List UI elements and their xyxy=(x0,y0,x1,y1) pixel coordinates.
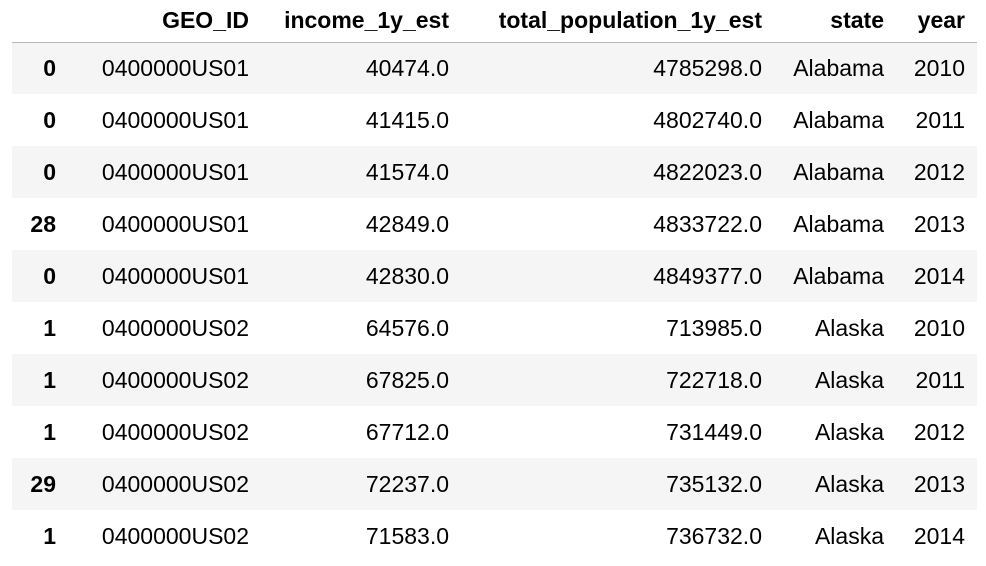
header-income: income_1y_est xyxy=(261,0,461,43)
cell-income: 67712.0 xyxy=(365,418,449,445)
cell-geo-id: 0400000US02 xyxy=(101,418,249,445)
cell-state: Alabama xyxy=(793,158,884,185)
cell-state: Alaska xyxy=(814,314,884,341)
cell-income: 41415.0 xyxy=(365,106,449,133)
cell-state: Alabama xyxy=(793,54,884,81)
row-index: 0 xyxy=(43,106,56,133)
row-index: 1 xyxy=(43,366,56,393)
dataframe-table: GEO_ID income_1y_est total_population_1y… xyxy=(12,0,977,562)
cell-year: 2010 xyxy=(913,54,965,81)
cell-state: Alaska xyxy=(814,418,884,445)
cell-year: 2012 xyxy=(913,158,965,185)
row-index: 0 xyxy=(43,158,56,185)
header-year: year xyxy=(896,0,977,43)
cell-geo-id: 0400000US02 xyxy=(101,522,249,549)
cell-year: 2012 xyxy=(913,418,965,445)
table-header: GEO_ID income_1y_est total_population_1y… xyxy=(12,0,977,43)
cell-income: 71583.0 xyxy=(365,522,449,549)
cell-income: 42849.0 xyxy=(365,210,449,237)
table-row: 28 0400000US01 42849.0 4833722.0 Alabama… xyxy=(12,198,977,250)
cell-year: 2011 xyxy=(915,106,965,133)
cell-population: 713985.0 xyxy=(666,314,762,341)
row-index: 0 xyxy=(43,54,56,81)
table-row: 29 0400000US02 72237.0 735132.0 Alaska 2… xyxy=(12,458,977,510)
row-index: 1 xyxy=(43,522,56,549)
header-population: total_population_1y_est xyxy=(461,0,774,43)
cell-population: 4833722.0 xyxy=(653,210,762,237)
table-row: 1 0400000US02 71583.0 736732.0 Alaska 20… xyxy=(12,510,977,562)
cell-income: 40474.0 xyxy=(365,54,449,81)
cell-income: 67825.0 xyxy=(365,366,449,393)
row-index: 1 xyxy=(43,418,56,445)
cell-income: 42830.0 xyxy=(365,262,449,289)
cell-geo-id: 0400000US01 xyxy=(101,158,249,185)
cell-year: 2013 xyxy=(913,210,965,237)
cell-geo-id: 0400000US01 xyxy=(101,54,249,81)
header-geo-id: GEO_ID xyxy=(68,0,261,43)
header-state: state xyxy=(774,0,896,43)
cell-year: 2014 xyxy=(913,522,965,549)
cell-state: Alabama xyxy=(793,210,884,237)
cell-population: 736732.0 xyxy=(666,522,762,549)
row-index: 28 xyxy=(30,210,56,237)
cell-geo-id: 0400000US01 xyxy=(101,262,249,289)
cell-geo-id: 0400000US02 xyxy=(101,366,249,393)
row-index: 29 xyxy=(30,470,56,497)
cell-population: 4802740.0 xyxy=(653,106,762,133)
cell-state: Alabama xyxy=(793,262,884,289)
cell-year: 2011 xyxy=(915,366,965,393)
cell-geo-id: 0400000US02 xyxy=(101,314,249,341)
cell-state: Alaska xyxy=(814,470,884,497)
cell-geo-id: 0400000US01 xyxy=(101,210,249,237)
cell-state: Alabama xyxy=(793,106,884,133)
cell-population: 735132.0 xyxy=(666,470,762,497)
table-row: 1 0400000US02 67712.0 731449.0 Alaska 20… xyxy=(12,406,977,458)
cell-population: 4785298.0 xyxy=(653,54,762,81)
cell-income: 41574.0 xyxy=(365,158,449,185)
table-row: 0 0400000US01 42830.0 4849377.0 Alabama … xyxy=(12,250,977,302)
table-row: 1 0400000US02 67825.0 722718.0 Alaska 20… xyxy=(12,354,977,406)
cell-state: Alaska xyxy=(814,522,884,549)
cell-year: 2014 xyxy=(913,262,965,289)
table-row: 1 0400000US02 64576.0 713985.0 Alaska 20… xyxy=(12,302,977,354)
row-index: 1 xyxy=(43,314,56,341)
cell-population: 731449.0 xyxy=(666,418,762,445)
table-row: 0 0400000US01 41415.0 4802740.0 Alabama … xyxy=(12,94,977,146)
row-index: 0 xyxy=(43,262,56,289)
cell-income: 72237.0 xyxy=(365,470,449,497)
table-row: 0 0400000US01 40474.0 4785298.0 Alabama … xyxy=(12,42,977,94)
header-index xyxy=(12,0,68,43)
cell-year: 2010 xyxy=(913,314,965,341)
cell-geo-id: 0400000US01 xyxy=(101,106,249,133)
header-row: GEO_ID income_1y_est total_population_1y… xyxy=(12,0,977,43)
cell-population: 4849377.0 xyxy=(653,262,762,289)
cell-year: 2013 xyxy=(913,470,965,497)
cell-population: 4822023.0 xyxy=(653,158,762,185)
table-body: 0 0400000US01 40474.0 4785298.0 Alabama … xyxy=(12,42,977,562)
cell-geo-id: 0400000US02 xyxy=(101,470,249,497)
table-row: 0 0400000US01 41574.0 4822023.0 Alabama … xyxy=(12,146,977,198)
cell-income: 64576.0 xyxy=(365,314,449,341)
cell-population: 722718.0 xyxy=(666,366,762,393)
cell-state: Alaska xyxy=(814,366,884,393)
